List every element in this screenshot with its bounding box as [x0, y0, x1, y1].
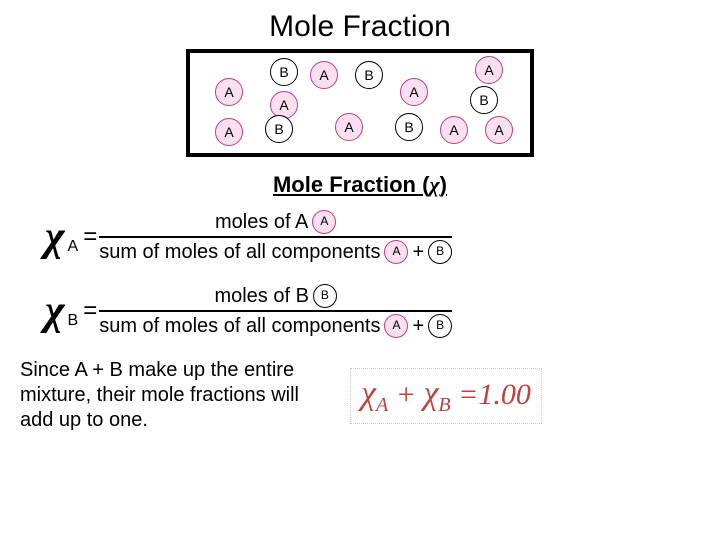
particle-b: B [395, 113, 423, 141]
subheading: Mole Fraction (χ) [20, 172, 700, 198]
eq-eq: = [458, 378, 478, 411]
plus-b: + [412, 315, 424, 337]
particle-b: B [270, 58, 298, 86]
paren-close: ) [440, 172, 447, 197]
particle-a: A [485, 116, 513, 144]
den-p2-a: B [428, 240, 452, 264]
eq-sub-a: A [376, 394, 388, 416]
chi-a-subscript: A [68, 238, 79, 256]
fraction-bar-a [99, 236, 452, 238]
particle-a: A [475, 56, 503, 84]
particle-a: A [440, 116, 468, 144]
subheading-text: Mole Fraction [273, 172, 422, 197]
equals-b: = [83, 297, 97, 325]
den-text-a: sum of moles of all components [99, 241, 380, 263]
particle-a: A [335, 113, 363, 141]
den-text-b: sum of moles of all components [99, 315, 380, 337]
eq-chi2: χ [423, 375, 438, 412]
plus-a: + [412, 241, 424, 263]
particle-box: ABABAAABABABAA [186, 49, 534, 157]
eq-plus: + [396, 378, 416, 411]
eq-chi1: χ [361, 375, 376, 412]
particle-b: B [470, 86, 498, 114]
chi-b-subscript: B [68, 312, 79, 330]
equals-a: = [83, 223, 97, 251]
particle-a: A [215, 78, 243, 106]
particle-b: B [265, 115, 293, 143]
eq-one: 1.00 [478, 378, 531, 411]
num-text-b: moles of B [214, 285, 308, 307]
particle-a: A [400, 78, 428, 106]
den-p2-b: B [428, 314, 452, 338]
chi-symbol: χ [429, 172, 439, 197]
eq-sub-b: B [438, 394, 450, 416]
den-p1-a: A [384, 240, 408, 264]
formula-chi-b: χ B = moles of B B sum of moles of all c… [20, 284, 700, 338]
formula-chi-a: χ A = moles of A A sum of moles of all c… [20, 210, 700, 264]
particle-a: A [310, 61, 338, 89]
num-particle-a: A [312, 210, 336, 234]
page-title: Mole Fraction [20, 10, 700, 44]
sum-equation: χA + χB =1.00 [350, 368, 542, 424]
particle-a: A [215, 118, 243, 146]
chi-a-symbol: χ [45, 213, 65, 261]
chi-b-symbol: χ [45, 287, 65, 335]
num-particle-b: B [313, 284, 337, 308]
fraction-bar-b [99, 310, 452, 312]
fraction-b: moles of B B sum of moles of all compone… [99, 284, 452, 338]
num-text-a: moles of A [215, 211, 308, 233]
fraction-a: moles of A A sum of moles of all compone… [99, 210, 452, 264]
footer-row: Since A + B make up the entire mixture, … [20, 358, 700, 433]
particle-b: B [355, 61, 383, 89]
den-p1-b: A [384, 314, 408, 338]
footer-text: Since A + B make up the entire mixture, … [20, 358, 330, 433]
